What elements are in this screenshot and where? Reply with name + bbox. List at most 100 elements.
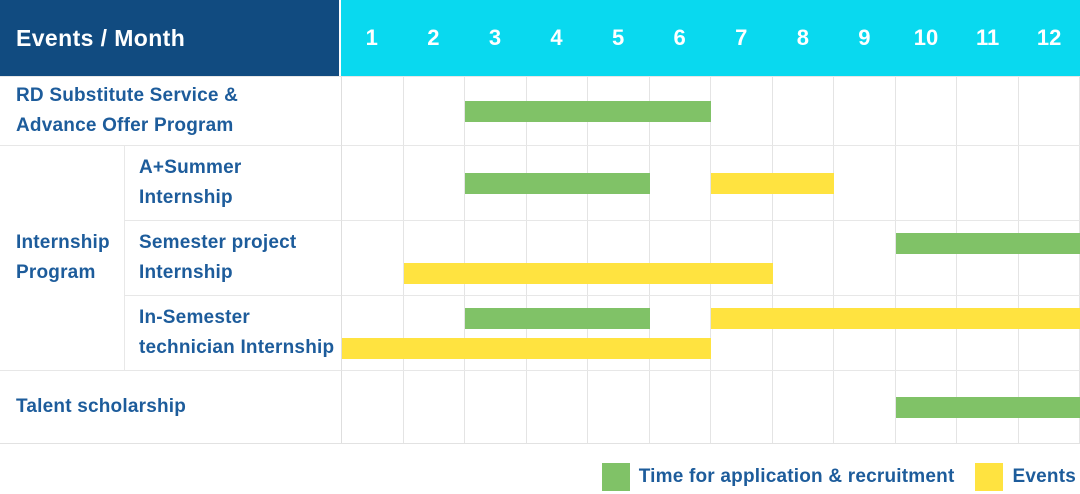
legend-swatch-yellow xyxy=(975,462,1004,491)
month-cell xyxy=(711,221,773,295)
month-header-9: 9 xyxy=(858,25,871,50)
month-cell xyxy=(404,296,465,370)
group-label-line: Internship xyxy=(16,231,110,253)
month-grid-semester-project-internship xyxy=(341,220,1080,295)
month-cell xyxy=(404,146,465,220)
month-cell xyxy=(465,371,527,443)
month-cell xyxy=(465,296,527,370)
month-grid-a-plus-summer-internship xyxy=(341,145,1080,220)
month-cell xyxy=(834,371,896,443)
gantt-bar-a-plus-summer-internship-yellow-m7-m8 xyxy=(711,172,834,194)
bar-line xyxy=(342,100,1080,122)
bar-line xyxy=(342,232,1080,254)
event-row-in-semester-technician-internship: In-Semester technician Internship xyxy=(0,295,1080,370)
group-label-line: Program xyxy=(16,261,96,283)
month-cell xyxy=(896,146,957,220)
legend: Time for application & recruitment Events xyxy=(0,443,1080,494)
month-grid-in-semester-technician-internship xyxy=(341,295,1080,370)
month-grid-talent-scholarship xyxy=(341,370,1080,443)
legend-swatch-green xyxy=(601,462,630,491)
month-cell xyxy=(342,221,404,295)
month-cell xyxy=(342,371,404,443)
event-label-line: RD Substitute Service & xyxy=(16,85,239,106)
month-cell xyxy=(342,296,404,370)
month-cell xyxy=(588,296,650,370)
group-column-spacer xyxy=(0,145,124,220)
event-row-rd-substitute-service: RD Substitute Service & Advance Offer Pro… xyxy=(0,76,1080,145)
month-cell xyxy=(527,296,588,370)
event-label-semester-project-internship: Semester project Internship xyxy=(124,220,341,295)
event-label-line: Advance Offer Program xyxy=(16,115,234,136)
month-cell xyxy=(957,77,1019,145)
gantt-bar-a-plus-summer-internship-green-m3-m5 xyxy=(465,172,650,194)
month-cell xyxy=(957,296,1019,370)
gantt-body: RD Substitute Service & Advance Offer Pro… xyxy=(0,76,1080,443)
event-row-a-plus-summer-internship: A+Summer Internship xyxy=(0,145,1080,220)
month-cell xyxy=(650,371,711,443)
event-label-in-semester-technician-internship: In-Semester technician Internship xyxy=(124,295,341,370)
month-grid-rd-substitute-service xyxy=(341,76,1080,145)
event-row-talent-scholarship: Talent scholarship xyxy=(0,370,1080,443)
month-cell xyxy=(342,77,404,145)
event-label-a-plus-summer-internship: A+Summer Internship xyxy=(124,145,341,220)
bar-line xyxy=(342,337,1080,359)
month-cell xyxy=(773,296,834,370)
event-label-line: A+Summer xyxy=(139,157,242,178)
event-label-line: Talent scholarship xyxy=(16,396,187,417)
gantt-bar-semester-project-internship-green-m10-m12 xyxy=(895,232,1080,254)
gantt-bar-in-semester-technician-internship-green-m3-m5 xyxy=(465,307,650,329)
gantt-bar-rd-substitute-service-green-m3-m6 xyxy=(465,100,711,122)
month-header-11: 11 xyxy=(975,25,1000,50)
gantt-bar-semester-project-internship-yellow-m2-m7 xyxy=(403,262,773,284)
legend-item-green: Time for application & recruitment xyxy=(601,462,955,491)
event-label-line: Internship xyxy=(139,187,233,208)
legend-label: Time for application & recruitment xyxy=(638,465,955,487)
month-cell xyxy=(896,221,957,295)
event-row-semester-project-internship: Semester project Internship xyxy=(0,220,1080,295)
month-cell xyxy=(650,296,711,370)
gantt-bar-talent-scholarship-green-m10-m12 xyxy=(895,396,1080,418)
month-header-4: 4 xyxy=(550,25,563,50)
bar-line xyxy=(342,172,1080,194)
month-cell xyxy=(834,296,896,370)
header-title-cell: Events / Month xyxy=(0,0,341,76)
month-cell xyxy=(957,221,1019,295)
month-cell xyxy=(834,221,896,295)
event-label-rd-substitute-service: RD Substitute Service & Advance Offer Pro… xyxy=(0,76,341,145)
month-cell xyxy=(834,77,896,145)
month-header-5: 5 xyxy=(611,25,625,50)
month-cell xyxy=(711,77,773,145)
event-label-talent-scholarship: Talent scholarship xyxy=(0,370,341,443)
month-header-12: 12 xyxy=(1036,25,1062,50)
month-cell xyxy=(711,296,773,370)
bar-line xyxy=(342,396,1080,418)
event-label-line: Semester project xyxy=(139,232,297,253)
month-cell xyxy=(711,371,773,443)
gantt-bar-in-semester-technician-internship-yellow-m1-m6 xyxy=(342,337,711,359)
month-header-3: 3 xyxy=(488,25,502,50)
gantt-bar-in-semester-technician-internship-yellow-m7-m12 xyxy=(711,307,1080,329)
month-cell xyxy=(588,371,650,443)
month-cell xyxy=(465,221,527,295)
legend-item-yellow: Events xyxy=(975,462,1076,491)
month-cell xyxy=(834,146,896,220)
gantt-table: Events / Month 1 2 3 4 5 6 7 8 9 10 11 12 RD Substi… xyxy=(0,0,1080,444)
event-label-line: Internship xyxy=(139,262,233,283)
month-cell xyxy=(773,77,834,145)
page-title: Events / Month xyxy=(16,24,186,51)
bar-line xyxy=(342,262,1080,284)
month-cell xyxy=(527,221,588,295)
month-cell xyxy=(650,221,711,295)
month-header-6: 6 xyxy=(673,25,686,50)
month-cell xyxy=(773,371,834,443)
group-cell-internship-program: Internship Program xyxy=(0,145,124,370)
month-header-8: 8 xyxy=(796,25,809,50)
month-cell xyxy=(896,296,957,370)
bar-line xyxy=(342,307,1080,329)
month-cell xyxy=(404,221,465,295)
month-cell xyxy=(896,77,957,145)
legend-label: Events xyxy=(1012,465,1076,487)
month-header-10: 10 xyxy=(913,25,939,50)
month-cell xyxy=(404,371,465,443)
